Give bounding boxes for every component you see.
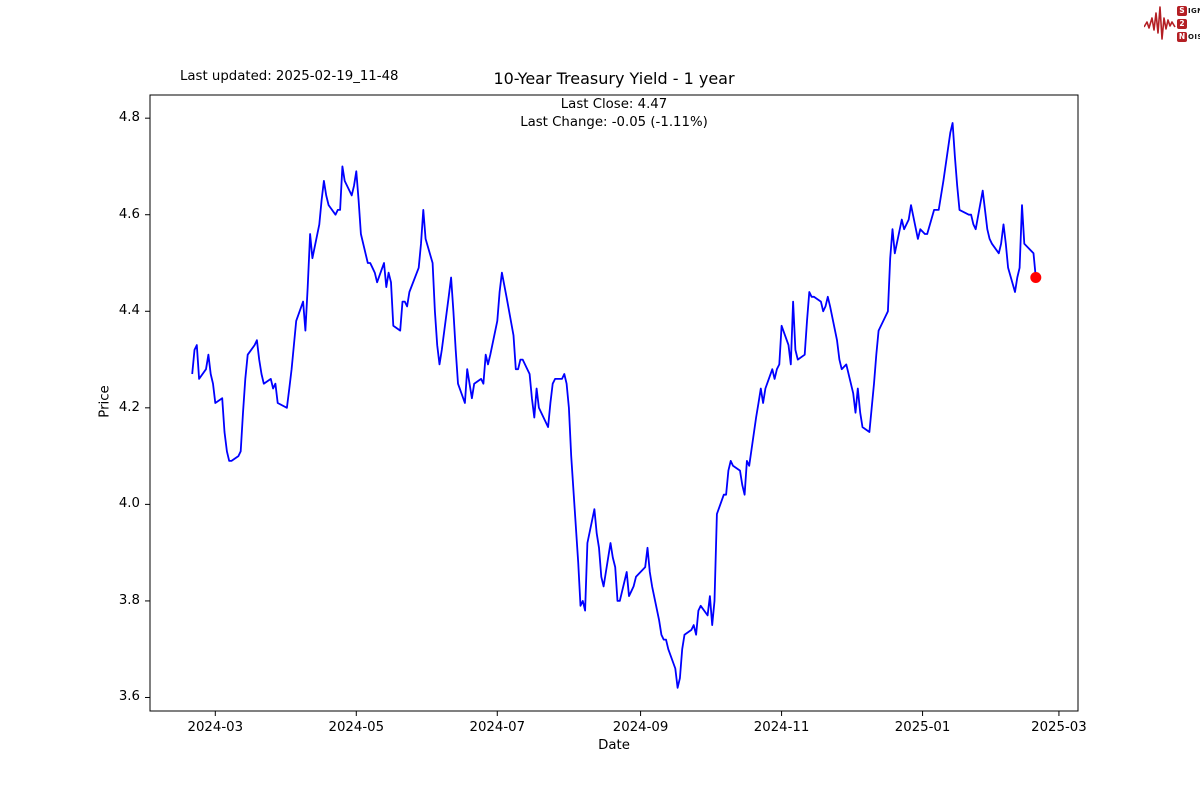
y-tick-label: 4.2 — [118, 399, 140, 415]
logo-row-noise: N OISE — [1177, 31, 1200, 43]
x-tick-label: 2025-03 — [1031, 720, 1087, 735]
y-tick-label: 4.6 — [118, 206, 140, 222]
logo-row-signal: S IGNAL — [1177, 5, 1200, 17]
price-line — [191, 122, 1037, 689]
chart-title: 10-Year Treasury Yield - 1 year — [493, 69, 735, 88]
tick-marks — [145, 117, 1060, 716]
y-tick-label: 3.8 — [118, 592, 140, 608]
last-updated-text: Last updated: 2025-02-19_11-48 — [180, 69, 399, 84]
last-point-dot — [1030, 272, 1042, 283]
y-tick-label: 4.8 — [118, 110, 140, 126]
logo-text: S IGNAL 2 N OISE — [1177, 5, 1200, 43]
waveform-icon — [1144, 6, 1176, 40]
logo-text-ignal: IGNAL — [1188, 7, 1200, 15]
x-tick-label: 2024-11 — [753, 720, 810, 735]
logo-letter-n: N — [1177, 32, 1187, 42]
y-tick-label: 4.4 — [118, 303, 140, 319]
y-tick-label: 4.0 — [118, 496, 140, 512]
logo-letter-2: 2 — [1177, 19, 1187, 29]
plot-border — [149, 94, 1079, 712]
logo: S IGNAL 2 N OISE — [1144, 3, 1200, 45]
x-axis-label: Date — [598, 738, 630, 753]
x-tick-label: 2024-09 — [612, 720, 669, 735]
y-tick-label: 3.6 — [118, 689, 140, 705]
logo-row-2: 2 — [1177, 18, 1200, 30]
x-tick-label: 2025-01 — [894, 720, 951, 735]
x-tick-label: 2024-07 — [469, 720, 526, 735]
logo-text-oise: OISE — [1188, 33, 1200, 41]
logo-letter-s: S — [1177, 6, 1187, 16]
x-tick-label: 2024-05 — [328, 720, 385, 735]
x-tick-label: 2024-03 — [187, 720, 244, 735]
subtitle-last-close: Last Close: 4.47 — [560, 97, 668, 112]
subtitle-last-change: Last Change: -0.05 (-1.11%) — [520, 115, 708, 130]
